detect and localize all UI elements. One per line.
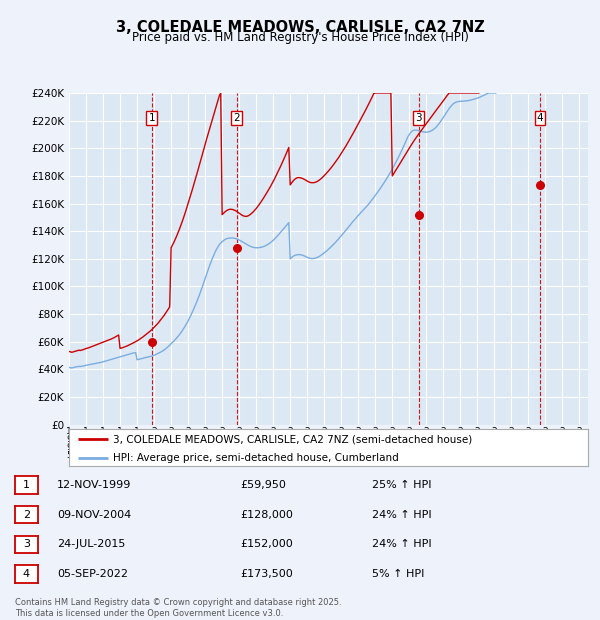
Text: 12-NOV-1999: 12-NOV-1999 <box>57 480 131 490</box>
Text: 24% ↑ HPI: 24% ↑ HPI <box>372 539 431 549</box>
Text: Contains HM Land Registry data © Crown copyright and database right 2025.
This d: Contains HM Land Registry data © Crown c… <box>15 598 341 618</box>
Point <box>147 337 157 347</box>
Text: £59,950: £59,950 <box>240 480 286 490</box>
Text: 24% ↑ HPI: 24% ↑ HPI <box>372 510 431 520</box>
Point <box>535 180 545 190</box>
Text: 5% ↑ HPI: 5% ↑ HPI <box>372 569 424 579</box>
Point <box>414 210 424 219</box>
Text: 3, COLEDALE MEADOWS, CARLISLE, CA2 7NZ (semi-detached house): 3, COLEDALE MEADOWS, CARLISLE, CA2 7NZ (… <box>113 435 472 445</box>
Text: 1: 1 <box>23 480 30 490</box>
Text: HPI: Average price, semi-detached house, Cumberland: HPI: Average price, semi-detached house,… <box>113 453 399 463</box>
Text: 3: 3 <box>416 113 422 123</box>
Text: 1: 1 <box>149 113 155 123</box>
Text: 25% ↑ HPI: 25% ↑ HPI <box>372 480 431 490</box>
Point <box>232 243 242 253</box>
Text: £152,000: £152,000 <box>240 539 293 549</box>
Text: Price paid vs. HM Land Registry's House Price Index (HPI): Price paid vs. HM Land Registry's House … <box>131 31 469 44</box>
Text: 4: 4 <box>23 569 30 579</box>
Text: 09-NOV-2004: 09-NOV-2004 <box>57 510 131 520</box>
Text: 3, COLEDALE MEADOWS, CARLISLE, CA2 7NZ: 3, COLEDALE MEADOWS, CARLISLE, CA2 7NZ <box>116 20 484 35</box>
Text: 24-JUL-2015: 24-JUL-2015 <box>57 539 125 549</box>
Text: 3: 3 <box>23 539 30 549</box>
Text: 2: 2 <box>23 510 30 520</box>
Text: 4: 4 <box>537 113 544 123</box>
Text: £128,000: £128,000 <box>240 510 293 520</box>
Text: £173,500: £173,500 <box>240 569 293 579</box>
Text: 05-SEP-2022: 05-SEP-2022 <box>57 569 128 579</box>
Text: 2: 2 <box>233 113 240 123</box>
